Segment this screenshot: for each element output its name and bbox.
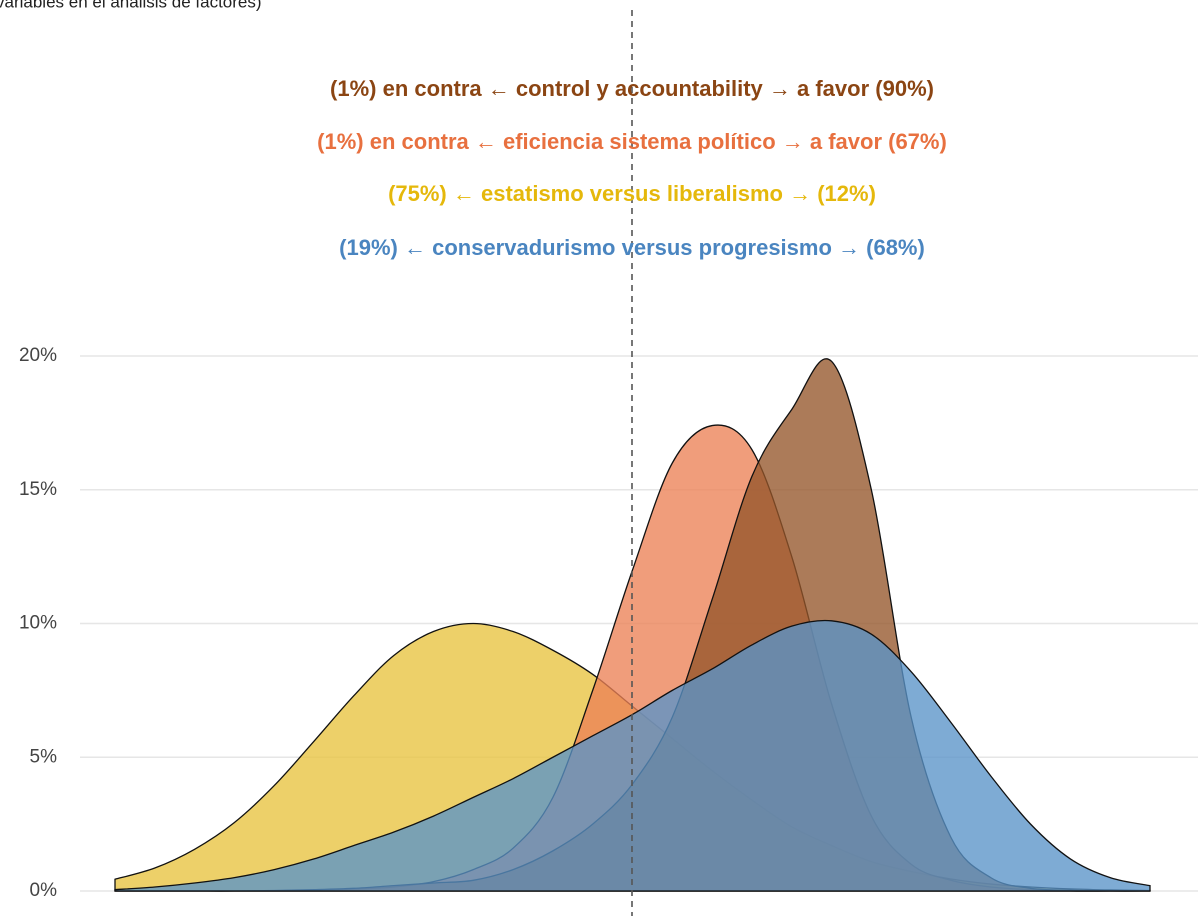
headings: (1%) en contra ← control y accountabilit… bbox=[317, 76, 947, 260]
y-tick-label: 20% bbox=[19, 345, 57, 366]
y-tick-label: 5% bbox=[30, 746, 58, 767]
y-tick-label: 15% bbox=[19, 479, 57, 500]
series-label: (1%) en contra ← eficiencia sistema polí… bbox=[317, 129, 947, 154]
series-label: (1%) en contra ← control y accountabilit… bbox=[330, 76, 934, 101]
density-area bbox=[114, 619, 1151, 892]
subtitle: variables en el análisis de factores) bbox=[0, 0, 262, 11]
series-label: (75%) ← estatismo versus liberalismo → (… bbox=[388, 181, 876, 206]
areas bbox=[114, 358, 1151, 892]
y-tick-label: 10% bbox=[19, 613, 57, 634]
y-tick-label: 0% bbox=[30, 880, 58, 901]
series-label: (19%) ← conservadurismo versus progresis… bbox=[339, 235, 925, 260]
